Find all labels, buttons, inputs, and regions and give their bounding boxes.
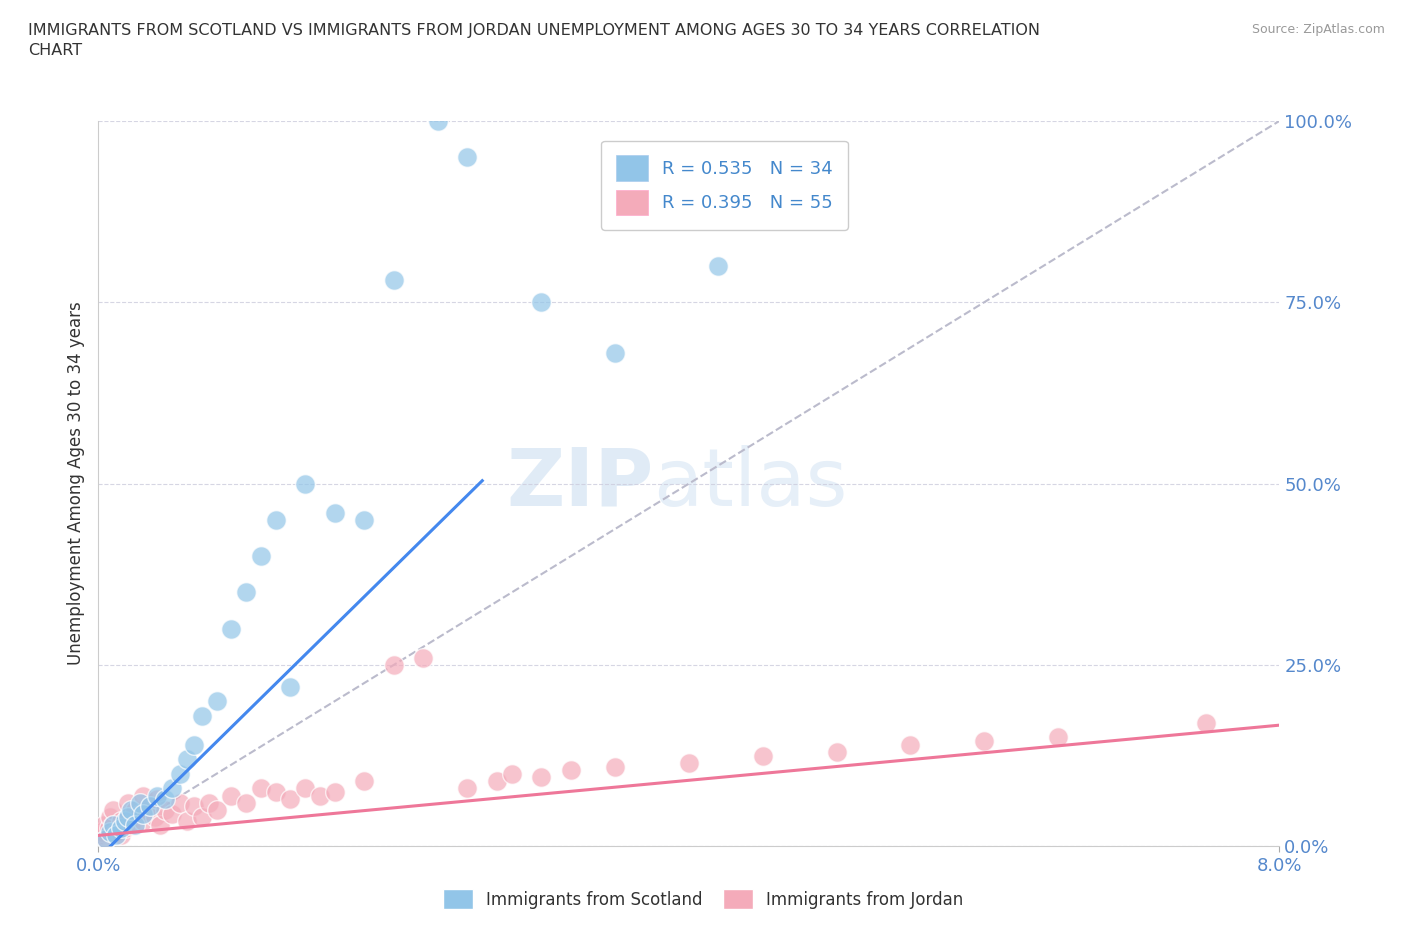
Point (176, 814, 198, 829)
Point (114, 814, 136, 829)
Point (124, 803, 146, 817)
Point (132, 788, 155, 803)
Point (280, 791, 302, 806)
Point (900, 737, 922, 752)
Point (825, 745, 848, 760)
Point (280, 679, 302, 694)
Point (250, 549, 273, 564)
Point (120, 817, 142, 832)
Point (176, 751, 198, 766)
Point (264, 512, 287, 527)
Point (752, 748, 775, 763)
Point (143, 810, 166, 825)
Legend: R = 0.535   N = 34, R = 0.395   N = 55: R = 0.535 N = 34, R = 0.395 N = 55 (602, 140, 848, 230)
Point (124, 817, 146, 832)
Point (169, 766, 191, 781)
Point (162, 806, 183, 821)
Point (205, 694, 228, 709)
Point (221, 621, 243, 636)
Point (264, 785, 287, 800)
Point (128, 795, 150, 810)
Text: atlas: atlas (654, 445, 848, 523)
Point (120, 803, 142, 817)
Point (94, 831, 117, 846)
Point (530, 770, 553, 785)
Point (98, 810, 121, 825)
Point (94, 831, 117, 846)
Point (382, 658, 405, 672)
Point (97, 821, 120, 836)
Point (250, 781, 273, 796)
Point (235, 585, 257, 600)
Point (103, 817, 125, 832)
Point (678, 755, 700, 770)
Point (221, 788, 243, 803)
Point (132, 814, 155, 829)
Point (169, 795, 191, 810)
Point (103, 803, 125, 817)
Point (707, 259, 730, 273)
Point (128, 806, 150, 821)
Point (501, 766, 523, 781)
Point (114, 821, 136, 836)
Point (162, 781, 183, 796)
Point (353, 512, 375, 527)
Legend: Immigrants from Scotland, Immigrants from Jordan: Immigrants from Scotland, Immigrants fro… (434, 881, 972, 917)
Point (191, 810, 214, 825)
Point (560, 763, 582, 777)
Point (605, 759, 627, 774)
Y-axis label: Unemployment Among Ages 30 to 34 years: Unemployment Among Ages 30 to 34 years (66, 301, 84, 666)
Point (149, 817, 172, 832)
Text: ZIP: ZIP (506, 445, 654, 523)
Point (235, 795, 257, 810)
Point (139, 799, 162, 814)
Point (1195, 715, 1218, 730)
Point (191, 709, 214, 724)
Point (117, 810, 139, 825)
Point (457, 781, 479, 796)
Point (309, 788, 332, 803)
Point (353, 774, 375, 789)
Point (103, 817, 125, 832)
Point (412, 650, 434, 665)
Point (183, 737, 205, 752)
Point (198, 795, 221, 810)
Point (132, 806, 155, 821)
Point (183, 799, 205, 814)
Point (294, 476, 316, 491)
Text: Source: ZipAtlas.com: Source: ZipAtlas.com (1251, 23, 1385, 36)
Point (146, 791, 169, 806)
Point (973, 734, 995, 749)
Point (323, 785, 346, 800)
Point (117, 795, 139, 810)
Point (605, 346, 627, 361)
Point (530, 295, 553, 310)
Point (457, 150, 479, 165)
Point (294, 781, 316, 796)
Point (205, 803, 228, 817)
Point (1046, 730, 1070, 745)
Point (87, 828, 110, 843)
Point (110, 814, 132, 829)
Point (110, 821, 132, 836)
Point (93, 817, 115, 832)
Point (105, 824, 128, 839)
Point (90, 824, 112, 839)
Point (117, 810, 139, 825)
Text: IMMIGRANTS FROM SCOTLAND VS IMMIGRANTS FROM JORDAN UNEMPLOYMENT AMONG AGES 30 TO: IMMIGRANTS FROM SCOTLAND VS IMMIGRANTS F… (28, 23, 1040, 58)
Point (110, 828, 132, 843)
Point (486, 774, 509, 789)
Point (139, 799, 162, 814)
Point (146, 788, 169, 803)
Point (427, 113, 450, 128)
Point (323, 505, 346, 520)
Point (153, 791, 176, 806)
Point (153, 803, 176, 817)
Point (382, 273, 405, 288)
Point (105, 828, 128, 843)
Point (98, 824, 121, 839)
